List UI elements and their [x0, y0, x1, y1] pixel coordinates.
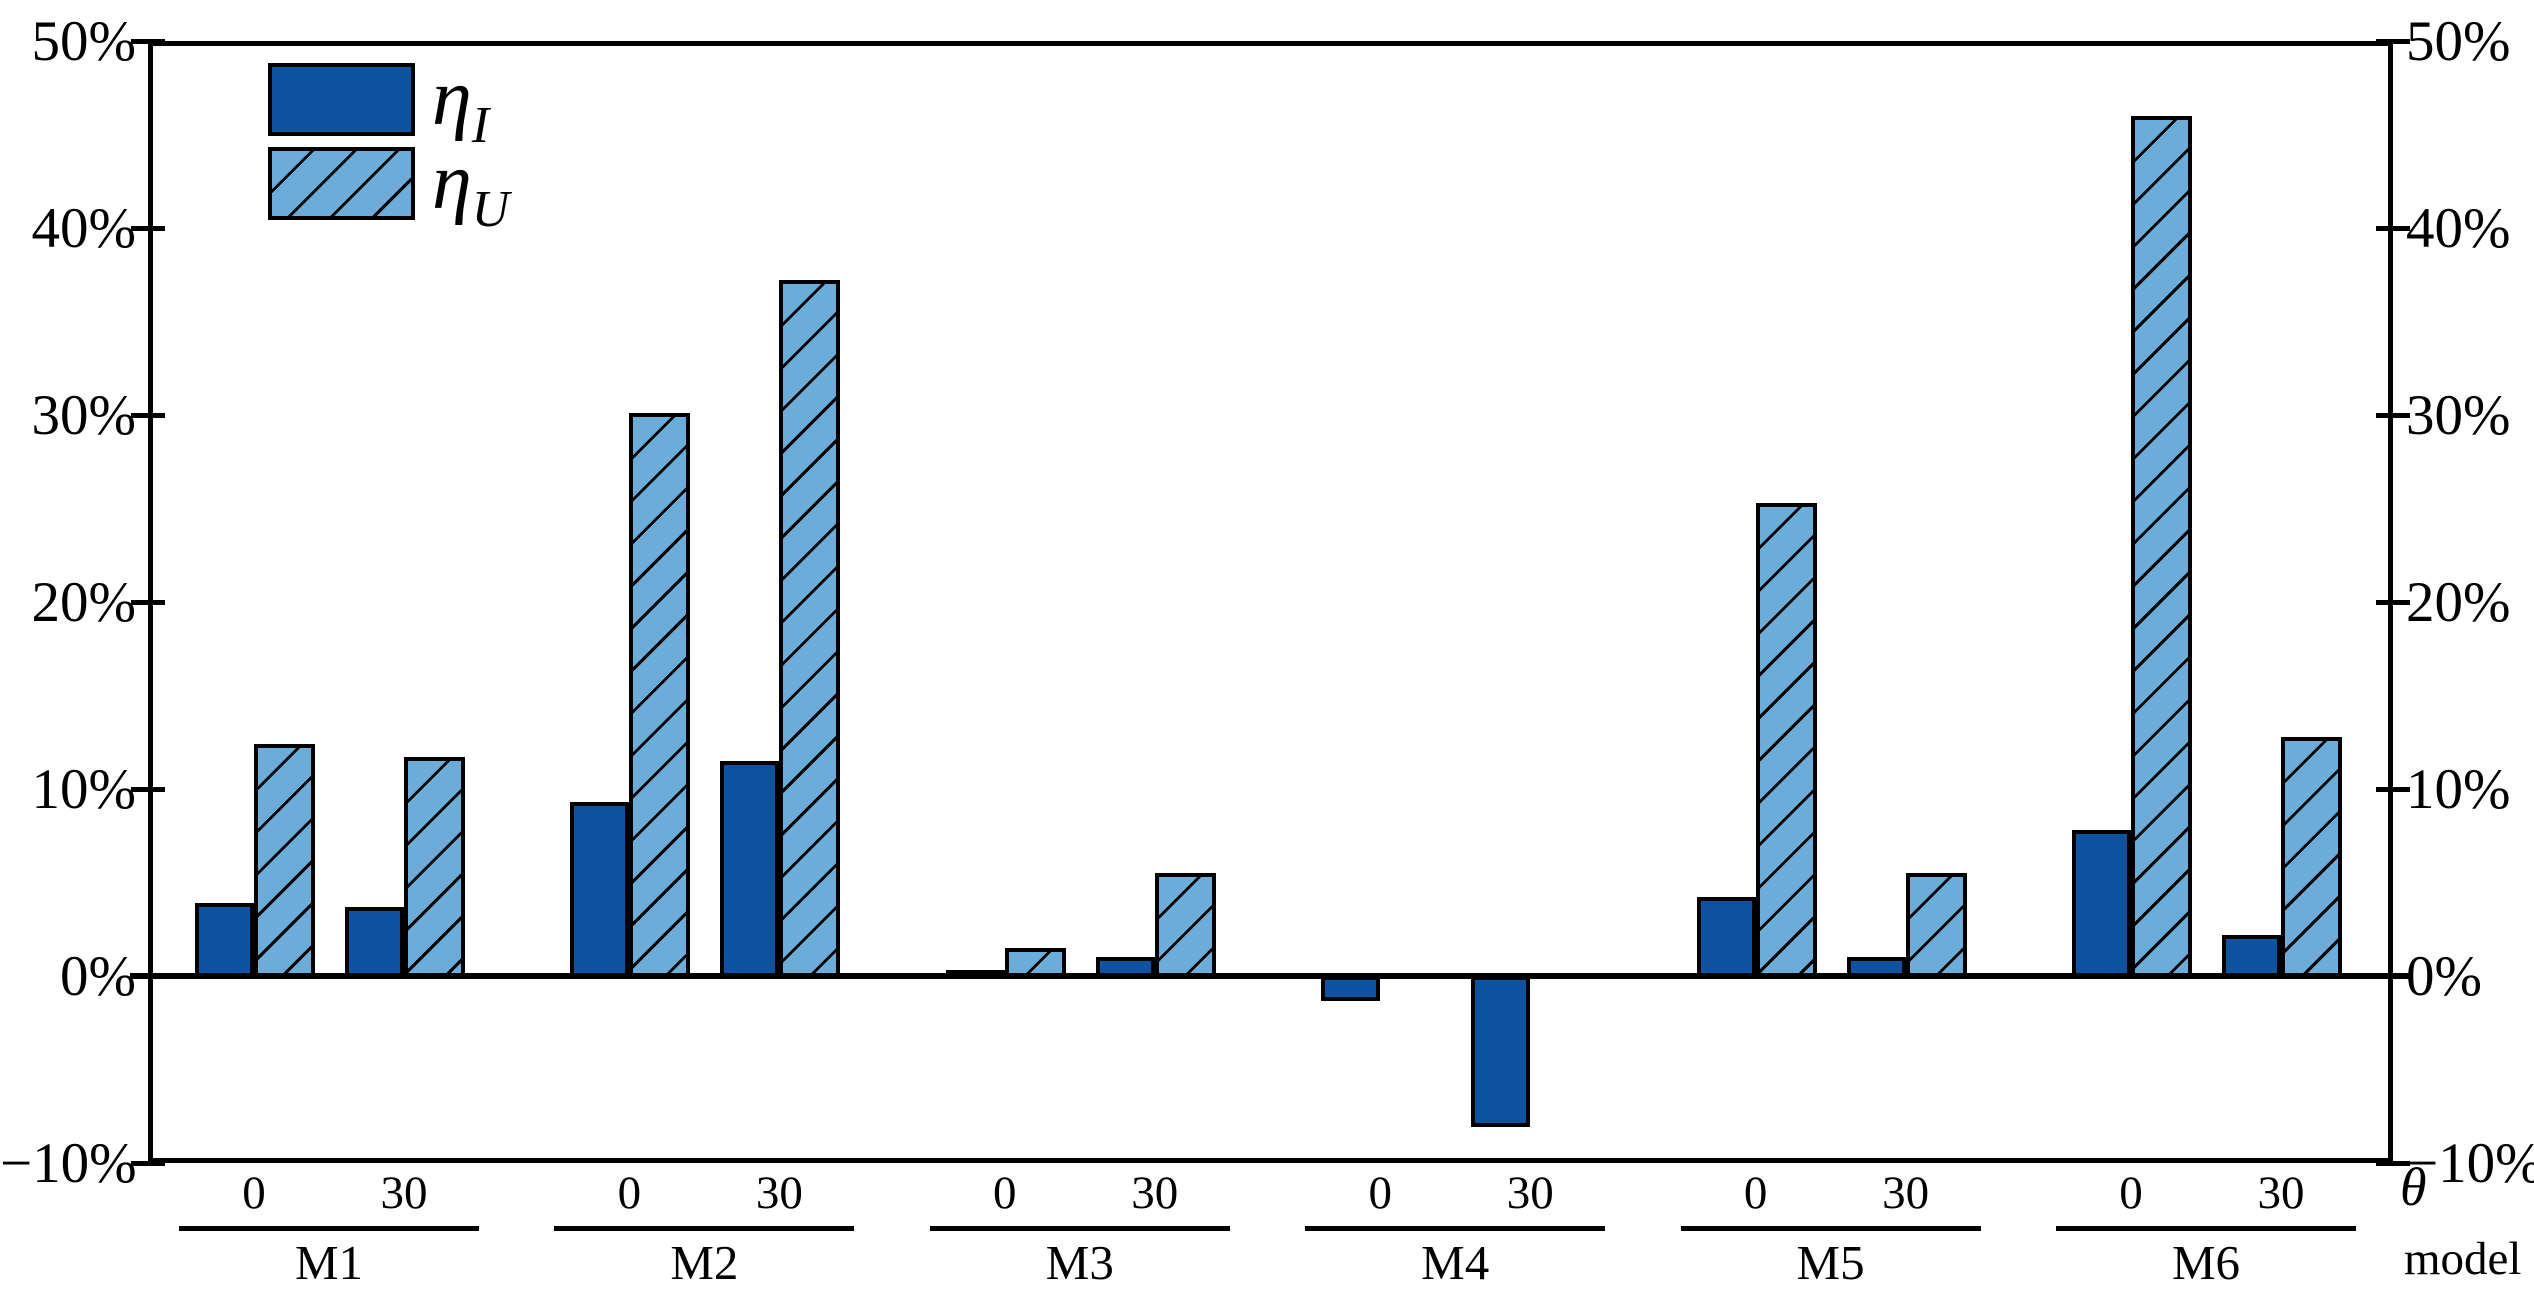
x-grouplabel-M6: M6 — [2171, 1235, 2241, 1290]
y-label-right-30: 30% — [2406, 384, 2511, 447]
x-axis-title-theta: θ — [2400, 1157, 2427, 1217]
y-label-right-20: 20% — [2406, 571, 2511, 634]
y-label-right--10: −10% — [2406, 1132, 2534, 1195]
y-tick-left-40 — [131, 225, 165, 231]
group-underline-M1 — [179, 1226, 479, 1231]
group-underline-M2 — [554, 1226, 855, 1231]
x-sublabel-M3-30: 30 — [1131, 1167, 1179, 1219]
y-label-right-10: 10% — [2406, 758, 2511, 821]
bar-M1-theta0-eta-U — [254, 744, 315, 979]
bar-M2-theta0-eta-U — [629, 413, 691, 979]
x-sublabel-M4-30: 30 — [1506, 1167, 1554, 1219]
bar-M2-theta30-eta-I — [720, 760, 780, 979]
y-tick-left-10 — [131, 786, 165, 792]
y-tick-right-30 — [2376, 412, 2410, 418]
y-tick-left--10 — [131, 1160, 165, 1166]
y-tick-right--10 — [2376, 1160, 2410, 1166]
y-label-left-20: 20% — [31, 571, 136, 634]
bar-M1-theta30-eta-U — [404, 757, 465, 979]
y-tick-right-20 — [2376, 599, 2410, 605]
y-label-right-50: 50% — [2406, 10, 2511, 73]
x-grouplabel-M3: M3 — [1045, 1235, 1114, 1290]
eta-symbol: η — [432, 54, 472, 142]
eta-symbol: η — [432, 138, 472, 226]
y-label-left-10: 10% — [31, 758, 136, 821]
bar-M6-theta0-eta-U — [2131, 115, 2192, 979]
bar-M1-theta0-eta-I — [195, 903, 254, 979]
y-tick-right-40 — [2376, 225, 2410, 231]
legend-swatch-eta-I — [268, 63, 415, 136]
x-sublabel-M2-0: 0 — [617, 1167, 642, 1219]
x-grouplabel-M2: M2 — [670, 1235, 739, 1290]
x-grouplabel-M4: M4 — [1421, 1235, 1490, 1290]
group-underline-M4 — [1305, 1226, 1606, 1231]
eta-subscript-I: I — [471, 97, 490, 154]
y-tick-right-50 — [2376, 38, 2410, 44]
y-label-right-0: 0% — [2406, 945, 2482, 1008]
legend-label-eta-I: ηI — [432, 58, 489, 152]
bar-M2-theta30-eta-U — [779, 280, 841, 979]
y-label-left-50: 50% — [31, 10, 136, 73]
bar-M6-theta0-eta-I — [2072, 830, 2131, 979]
group-underline-M3 — [929, 1226, 1230, 1231]
y-label-right-40: 40% — [2406, 197, 2511, 260]
y-tick-left-30 — [131, 412, 165, 418]
bar-M4-theta30-eta-I — [1471, 976, 1531, 1127]
x-sublabel-M6-0: 0 — [2119, 1167, 2143, 1219]
y-label-left-40: 40% — [31, 197, 136, 260]
x-sublabel-M3-0: 0 — [993, 1167, 1017, 1219]
eta-subscript-U: U — [471, 181, 510, 238]
y-tick-right-10 — [2376, 786, 2410, 792]
bar-M5-theta0-eta-I — [1696, 897, 1756, 979]
bar-M6-theta30-eta-U — [2281, 736, 2342, 979]
group-underline-M5 — [1680, 1226, 1981, 1231]
bar-M2-theta0-eta-I — [570, 802, 630, 979]
x-sublabel-M5-0: 0 — [1743, 1167, 1768, 1219]
x-sublabel-M1-0: 0 — [242, 1167, 266, 1219]
legend-label-eta-U: ηU — [432, 142, 509, 236]
x-grouplabel-M1: M1 — [294, 1235, 364, 1290]
bar-M1-theta30-eta-I — [345, 906, 404, 979]
y-label-left-30: 30% — [31, 384, 136, 447]
y-label-left-0: 0% — [60, 945, 136, 1008]
x-sublabel-M1-30: 30 — [380, 1167, 428, 1219]
x-axis-title-model: model — [2404, 1233, 2522, 1285]
x-sublabel-M5-30: 30 — [1882, 1167, 1930, 1219]
bar-M3-theta30-eta-U — [1154, 873, 1216, 979]
y-label-left--10: −10% — [0, 1132, 137, 1195]
y-tick-left-50 — [131, 38, 165, 44]
x-sublabel-M4-0: 0 — [1368, 1167, 1392, 1219]
bar-M4-theta0-eta-I — [1321, 976, 1381, 1002]
y-tick-left-20 — [131, 599, 165, 605]
x-grouplabel-M5: M5 — [1796, 1235, 1865, 1290]
x-sublabel-M6-30: 30 — [2257, 1167, 2305, 1219]
bar-M5-theta30-eta-U — [1905, 873, 1967, 979]
zero-baseline — [130, 973, 2411, 979]
legend-swatch-eta-U — [268, 147, 415, 220]
x-sublabel-M2-30: 30 — [755, 1167, 803, 1219]
group-underline-M6 — [2056, 1226, 2356, 1231]
bar-M5-theta0-eta-U — [1755, 502, 1817, 979]
